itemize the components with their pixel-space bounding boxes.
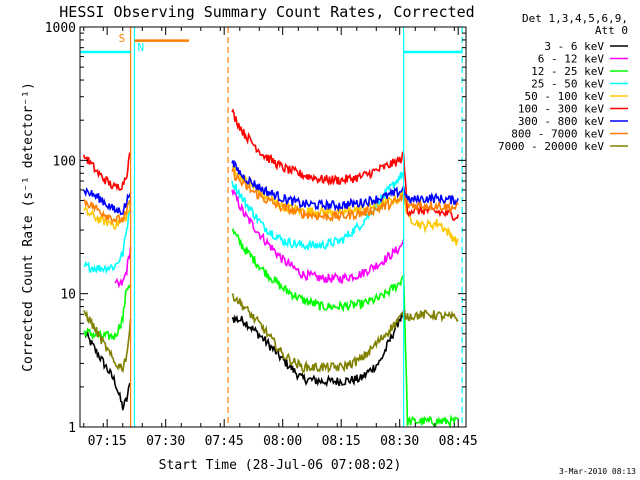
y-tick-label: 100 [53, 154, 76, 169]
series-line [83, 152, 131, 192]
legend-header: Att 0 [595, 24, 628, 37]
x-axis: 07:15 07:30 07:45 08:00 08:15 08:30 08:45 [83, 27, 478, 449]
y-tick-label: 1000 [45, 21, 76, 36]
series-line [83, 186, 132, 216]
series-layer [83, 108, 459, 429]
legend-item-label: 7000 - 20000 keV [498, 140, 604, 153]
y-axis: 1 10 100 1000 [45, 21, 466, 436]
y-tick-label: 10 [60, 288, 76, 303]
legend-item-label: 800 - 7000 keV [511, 128, 604, 141]
legend-item-label: 50 - 100 keV [525, 90, 605, 103]
series-1 [83, 309, 405, 411]
series-3 [83, 228, 459, 429]
x-axis-label: Start Time (28-Jul-06 07:08:02) [159, 458, 402, 473]
legend-item-label: 100 - 300 keV [518, 103, 604, 116]
x-tick-label: 08:45 [439, 434, 478, 449]
y-tick-label: 1 [68, 421, 76, 436]
series-line [231, 167, 459, 223]
series-7 [83, 159, 459, 216]
series-line [83, 330, 132, 411]
series-line [231, 188, 405, 284]
series-9 [83, 293, 459, 374]
footer-date: 3-Mar-2010 08:13 [559, 467, 636, 476]
legend-item-label: 6 - 12 keV [538, 53, 605, 66]
legend-item-label: 12 - 25 keV [531, 65, 604, 78]
legend-item-label: 300 - 800 keV [518, 115, 604, 128]
x-tick-label: 07:15 [88, 434, 127, 449]
saa-label: S [119, 32, 126, 45]
series-line [83, 283, 132, 341]
legend-header: Det 1,3,4,5,6,9, [522, 12, 628, 25]
series-line [231, 171, 405, 251]
series-2 [114, 188, 405, 289]
x-tick-label: 08:15 [322, 434, 361, 449]
series-line [231, 309, 405, 388]
x-tick-label: 07:30 [146, 434, 185, 449]
marker-layer: SN [80, 27, 463, 427]
series-line [231, 108, 459, 221]
legend-item-label: 25 - 50 keV [531, 78, 604, 91]
y-axis-label: Corrected Count Rate (s⁻¹ detector⁻¹) [21, 82, 36, 372]
legend-item-label: 3 - 6 keV [544, 40, 604, 53]
chart-title: HESSI Observing Summary Count Rates, Cor… [59, 3, 474, 21]
x-tick-label: 08:00 [263, 434, 302, 449]
x-tick-label: 07:45 [205, 434, 244, 449]
series-line [114, 246, 132, 289]
night-label: N [137, 41, 144, 54]
series-8 [83, 167, 459, 225]
series-4 [83, 171, 405, 275]
series-line [83, 198, 131, 225]
series-line [83, 196, 132, 275]
series-line [231, 228, 459, 429]
plot-frame [79, 26, 467, 428]
series-6 [83, 108, 459, 221]
x-tick-label: 08:30 [380, 434, 419, 449]
series-line [231, 293, 459, 374]
series-line [83, 309, 132, 374]
